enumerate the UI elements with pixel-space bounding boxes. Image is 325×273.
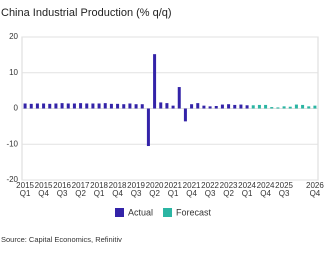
x-tick-label: 2018 Q4 <box>109 181 127 198</box>
bar <box>85 103 89 109</box>
bar <box>276 107 280 109</box>
x-tick-label: 2015 Q4 <box>35 181 53 198</box>
x-tick-label: 2023 Q2 <box>220 181 238 198</box>
bar <box>42 103 46 109</box>
bar <box>301 104 305 109</box>
bar <box>220 104 224 109</box>
x-tick-label: 2016 Q3 <box>53 181 71 198</box>
bar <box>294 104 298 109</box>
bar <box>134 104 138 109</box>
bar <box>251 105 255 109</box>
bar <box>245 105 249 109</box>
bar <box>270 107 274 109</box>
bar <box>97 103 101 109</box>
bar <box>257 104 261 109</box>
x-tick-label: 2018 Q1 <box>90 181 108 198</box>
bar <box>153 54 157 109</box>
bar <box>208 106 212 109</box>
bar <box>177 87 181 109</box>
chart-title: China Industrial Production (% q/q) <box>1 7 172 19</box>
x-tick-label: 2025 Q3 <box>275 181 293 198</box>
bar <box>239 104 243 109</box>
legend-swatch <box>115 208 124 217</box>
bar <box>140 104 144 109</box>
y-tick-label: 10 <box>9 68 18 77</box>
bar <box>146 108 150 147</box>
bar <box>171 105 175 109</box>
bar <box>264 104 268 109</box>
x-tick-label: 2022 Q3 <box>201 181 219 198</box>
legend-swatch <box>163 208 173 217</box>
bar <box>54 103 58 109</box>
bar <box>72 103 76 109</box>
y-tick-label: 0 <box>14 104 19 113</box>
bar <box>48 103 52 109</box>
bar <box>313 105 317 109</box>
bar <box>233 104 237 109</box>
y-tick-label: -20 <box>6 175 18 184</box>
x-tick-label: 2021 Q1 <box>164 181 182 198</box>
bar <box>122 104 126 109</box>
bar <box>183 108 187 122</box>
bar <box>103 103 107 109</box>
x-tick-label: 2024 Q4 <box>257 181 275 198</box>
bar <box>159 102 163 109</box>
y-tick-label: -10 <box>6 139 18 148</box>
bar <box>116 103 120 109</box>
bar <box>288 106 292 109</box>
bar <box>35 103 39 109</box>
legend-label: Actual <box>128 207 153 217</box>
x-tick-label: 2021 Q4 <box>183 181 201 198</box>
legend-label: Forecast <box>176 207 212 217</box>
x-tick-label: 2026 Q4 <box>306 181 324 198</box>
bar <box>91 103 95 109</box>
bar <box>60 103 64 109</box>
bar <box>165 103 169 109</box>
bar <box>282 106 286 109</box>
bar <box>128 103 132 109</box>
bar <box>109 103 113 109</box>
bar <box>307 106 311 109</box>
x-tick-label: 2024 Q1 <box>238 181 256 198</box>
bar <box>79 103 83 109</box>
bar <box>202 105 206 109</box>
x-tick-label: 2017 Q2 <box>72 181 90 198</box>
bar <box>23 103 27 109</box>
y-tick-label: 20 <box>9 32 18 41</box>
source-note: Source: Capital Economics, Refinitiv <box>1 235 122 244</box>
bar <box>214 105 218 109</box>
x-tick-label: 2019 Q3 <box>127 181 145 198</box>
bar <box>190 104 194 109</box>
bar <box>66 103 70 109</box>
bar <box>196 103 200 109</box>
x-tick-label: 2020 Q2 <box>146 181 164 198</box>
bar <box>29 103 33 109</box>
bar <box>227 104 231 109</box>
x-tick-label: 2015 Q1 <box>16 181 34 198</box>
